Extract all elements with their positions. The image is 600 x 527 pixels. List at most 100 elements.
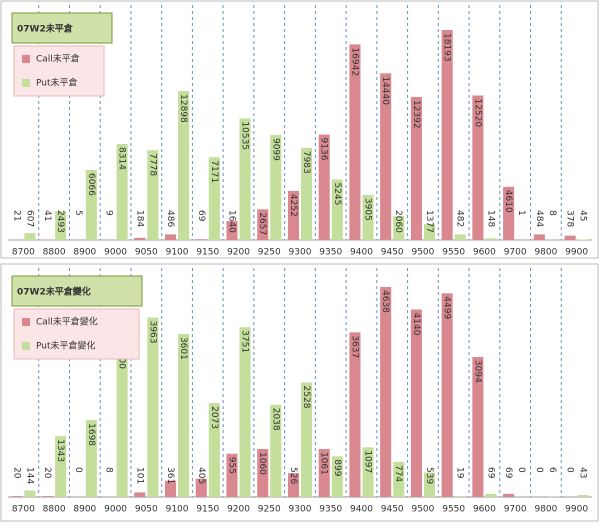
data-label: 45 — [578, 210, 588, 221]
x-tick-label: 8900 — [73, 505, 96, 515]
data-label: 21 — [11, 210, 21, 221]
x-tick-label: 8700 — [12, 248, 35, 258]
bar — [134, 492, 145, 497]
x-tick-label: 9350 — [319, 505, 342, 515]
data-label: 378 — [565, 210, 575, 227]
bar — [442, 293, 453, 497]
legend — [14, 309, 139, 359]
x-tick-label: 9050 — [135, 248, 158, 258]
data-label: 9136 — [319, 138, 329, 161]
x-tick-label: 9550 — [442, 505, 465, 515]
bar — [485, 494, 496, 497]
x-tick-label: 9500 — [411, 505, 434, 515]
x-tick-label: 9900 — [565, 505, 588, 515]
data-label: 539 — [424, 467, 434, 484]
x-tick-label: 9700 — [504, 505, 527, 515]
data-label: 7983 — [301, 151, 311, 174]
data-label: 12898 — [178, 94, 188, 123]
data-label: 19 — [455, 467, 465, 479]
x-tick-label: 9250 — [258, 248, 281, 258]
data-label: 18193 — [442, 33, 452, 62]
data-label: 1377 — [424, 210, 434, 233]
data-label: 6 — [547, 467, 557, 473]
legend-swatch — [22, 55, 30, 63]
x-tick-label: 9000 — [104, 248, 127, 258]
data-label: 6066 — [86, 173, 96, 196]
data-label: 148 — [485, 210, 495, 227]
legend-label: Call未平倉變化 — [36, 316, 98, 328]
bar — [165, 234, 176, 240]
x-tick-label: 9150 — [196, 505, 219, 515]
data-label: 3963 — [147, 321, 157, 344]
data-label: 2657 — [257, 212, 267, 235]
bar — [565, 236, 576, 240]
x-tick-label: 9800 — [534, 505, 557, 515]
data-label: 7171 — [209, 160, 219, 183]
bar — [147, 318, 158, 497]
x-tick-label: 9900 — [565, 248, 588, 258]
data-label: 774 — [393, 465, 403, 482]
data-label: 361 — [165, 467, 175, 484]
data-label: 899 — [332, 459, 342, 476]
x-tick-label: 8700 — [12, 505, 35, 515]
data-label: 5 — [73, 210, 83, 216]
data-label: 0 — [516, 467, 526, 473]
data-label: 3601 — [178, 337, 188, 360]
legend-swatch — [22, 318, 30, 326]
chart-title: 07W2未平倉變化 — [17, 286, 91, 298]
x-tick-label: 9450 — [381, 505, 404, 515]
data-label: 3094 — [472, 360, 482, 383]
data-label: 2038 — [270, 408, 280, 431]
bar — [578, 495, 589, 497]
data-label: 405 — [196, 467, 206, 484]
data-label: 486 — [165, 210, 175, 227]
x-tick-label: 9300 — [289, 248, 312, 258]
data-label: 1343 — [55, 439, 65, 462]
x-tick-label: 9600 — [473, 248, 496, 258]
data-label: 1640 — [226, 210, 236, 233]
legend-label: Call未平倉 — [36, 53, 80, 65]
x-tick-label: 9400 — [350, 505, 373, 515]
x-tick-label: 9300 — [289, 505, 312, 515]
data-label: 4610 — [503, 190, 513, 213]
data-label: 41 — [42, 210, 52, 221]
data-label: 9 — [104, 210, 114, 216]
data-label: 1060 — [257, 452, 267, 475]
x-tick-label: 8800 — [43, 248, 66, 258]
data-label: 1698 — [86, 423, 96, 446]
bar — [134, 238, 145, 240]
data-label: 2073 — [209, 406, 219, 429]
x-tick-label: 9100 — [166, 248, 189, 258]
data-label: 607 — [24, 210, 34, 227]
data-label: 8 — [547, 210, 557, 216]
legend-swatch — [22, 342, 30, 350]
chart-title: 07W2未平倉 — [17, 23, 74, 35]
data-label: 184 — [134, 210, 144, 227]
x-tick-label: 9550 — [442, 248, 465, 258]
data-label: 3905 — [363, 198, 373, 221]
data-label: 12520 — [472, 98, 482, 127]
bar — [503, 494, 514, 497]
data-label: 0 — [534, 467, 544, 473]
data-label: 1 — [516, 210, 526, 216]
data-label: 955 — [226, 457, 236, 474]
bar — [11, 496, 22, 497]
data-label: 9099 — [270, 138, 280, 161]
data-label: 20 — [11, 467, 21, 479]
data-label: 482 — [455, 210, 465, 227]
data-label: 3637 — [349, 335, 359, 358]
x-tick-label: 9050 — [135, 505, 158, 515]
x-tick-label: 9350 — [319, 248, 342, 258]
data-label: 4252 — [288, 194, 298, 217]
data-label: 0 — [73, 467, 83, 473]
x-tick-label: 9700 — [504, 248, 527, 258]
x-tick-label: 9100 — [166, 505, 189, 515]
data-label: 12392 — [411, 100, 421, 129]
data-label: 2528 — [301, 386, 311, 409]
data-label: 1097 — [363, 450, 373, 473]
x-tick-label: 9800 — [534, 248, 557, 258]
data-label: 8314 — [117, 147, 127, 170]
bar — [485, 238, 496, 240]
data-label: 7778 — [147, 153, 157, 176]
data-label: 1061 — [319, 452, 329, 475]
